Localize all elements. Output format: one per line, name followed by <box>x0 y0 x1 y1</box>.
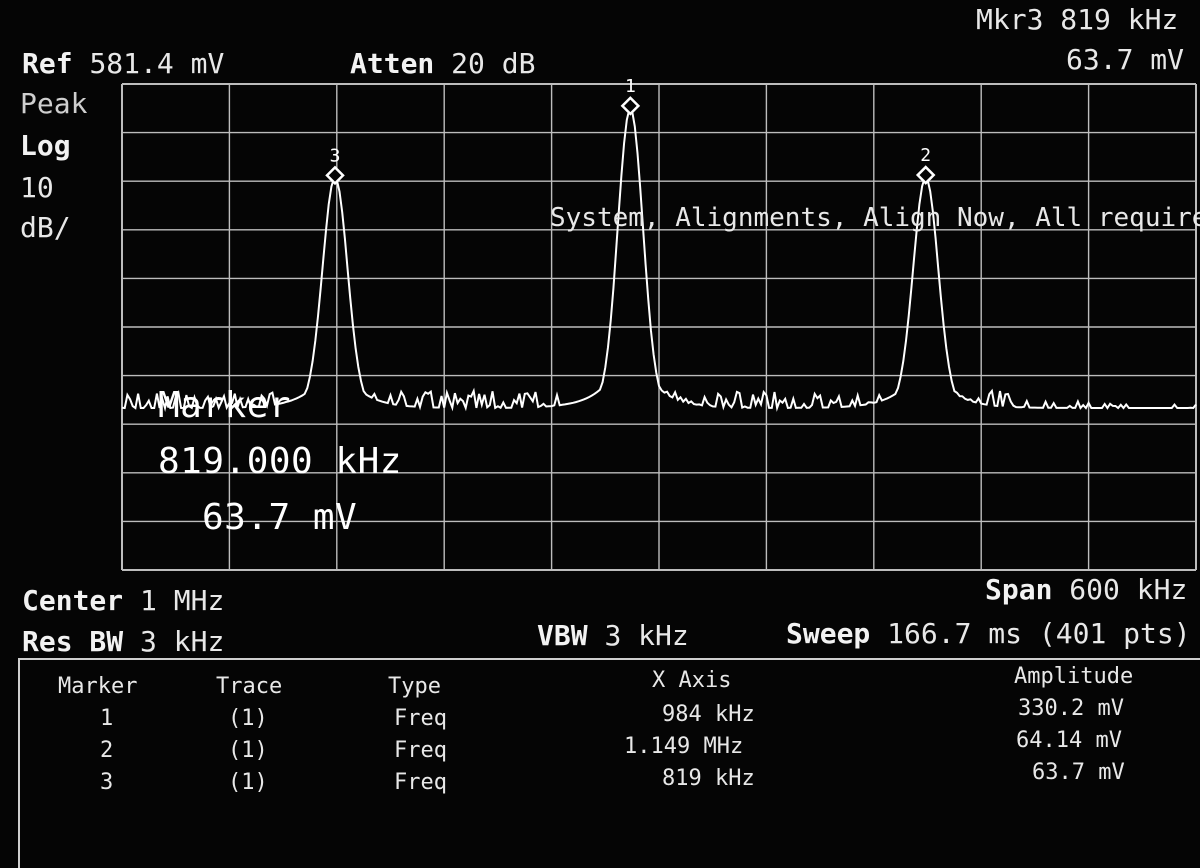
table-row-2-trace: (1) <box>228 738 268 763</box>
table-row-2-type: Freq <box>394 738 447 763</box>
table-row-3-x: 819 kHz <box>662 766 755 791</box>
video-bandwidth: VBW 3 kHz <box>537 622 689 650</box>
sweep-value: 166.7 ms (401 pts) <box>887 617 1191 650</box>
atten-label: Atten <box>350 47 435 80</box>
table-row-3-trace: (1) <box>228 770 268 795</box>
graticule <box>121 83 1197 571</box>
table-header-type: Type <box>388 674 441 699</box>
span-value: 600 kHz <box>1069 573 1188 606</box>
attenuation: Atten 20 dB <box>350 50 535 78</box>
table-row-3-amplitude: 63.7 mV <box>1032 760 1125 785</box>
table-row-2-x: 1.149 MHz <box>624 734 744 759</box>
vbw-label: VBW <box>537 619 588 652</box>
marker-readout-title: Mkr3 819 kHz <box>976 3 1179 36</box>
trace-1-line <box>121 106 1197 412</box>
marker-readout-value: 63.7 mV <box>1066 43 1185 76</box>
scale-value: 10 <box>20 171 54 204</box>
rbw-label: Res BW <box>22 625 124 658</box>
marker-2-diamond <box>915 165 936 185</box>
detector-mode: Peak <box>20 87 88 120</box>
ref-label: Ref <box>22 47 73 80</box>
table-row-1-type: Freq <box>394 706 447 731</box>
alignment-message: System, Alignments, Align Now, All requi… <box>550 203 1200 233</box>
marker-layer: 3 1 2 <box>325 76 936 186</box>
vbw-value: 3 kHz <box>604 619 689 652</box>
table-header-x-axis: X Axis <box>652 668 732 693</box>
center-label: Center <box>22 584 124 617</box>
marker-3-label: 3 <box>330 145 341 166</box>
active-marker-frequency: 819.000 kHz <box>158 441 402 482</box>
center-frequency: Center 1 MHz <box>22 587 224 615</box>
atten-value: 20 dB <box>451 47 536 80</box>
table-row-1-x: 984 kHz <box>662 702 755 727</box>
table-row-2-marker: 2 <box>100 738 114 763</box>
resolution-bandwidth: Res BW 3 kHz <box>22 628 224 656</box>
active-marker-amplitude: 63.7 mV <box>202 497 358 538</box>
rbw-value: 3 kHz <box>140 625 225 658</box>
center-value: 1 MHz <box>140 584 225 617</box>
table-row-1-amplitude: 330.2 mV <box>1018 696 1124 721</box>
ref-value: 581.4 mV <box>89 47 225 80</box>
marker-2-label: 2 <box>920 145 931 166</box>
sweep-label: Sweep <box>786 617 871 650</box>
span-label: Span <box>985 573 1053 606</box>
scale-type: Log <box>20 129 71 162</box>
marker-table: Marker Trace Type X Axis Amplitude 1 (1)… <box>18 658 1200 868</box>
sweep-time: Sweep 166.7 ms (401 pts) <box>786 620 1191 648</box>
table-header-trace: Trace <box>216 674 283 699</box>
table-row-3-type: Freq <box>394 770 447 795</box>
table-header-amplitude: Amplitude <box>1014 664 1134 689</box>
active-marker-title: Marker <box>158 385 292 426</box>
table-row-1-marker: 1 <box>100 706 114 731</box>
marker-1-label: 1 <box>625 76 636 97</box>
trace-layer <box>121 106 1197 412</box>
marker-1-diamond <box>620 96 641 116</box>
table-row-1-trace: (1) <box>228 706 268 731</box>
table-row-3-marker: 3 <box>100 770 114 795</box>
table-header-marker: Marker <box>58 674 138 699</box>
span: Span 600 kHz <box>985 576 1187 604</box>
marker-3-diamond <box>325 165 345 186</box>
scale-unit: dB/ <box>20 211 71 244</box>
ref-level: Ref 581.4 mV <box>22 50 224 78</box>
table-row-2-amplitude: 64.14 mV <box>1016 728 1122 753</box>
